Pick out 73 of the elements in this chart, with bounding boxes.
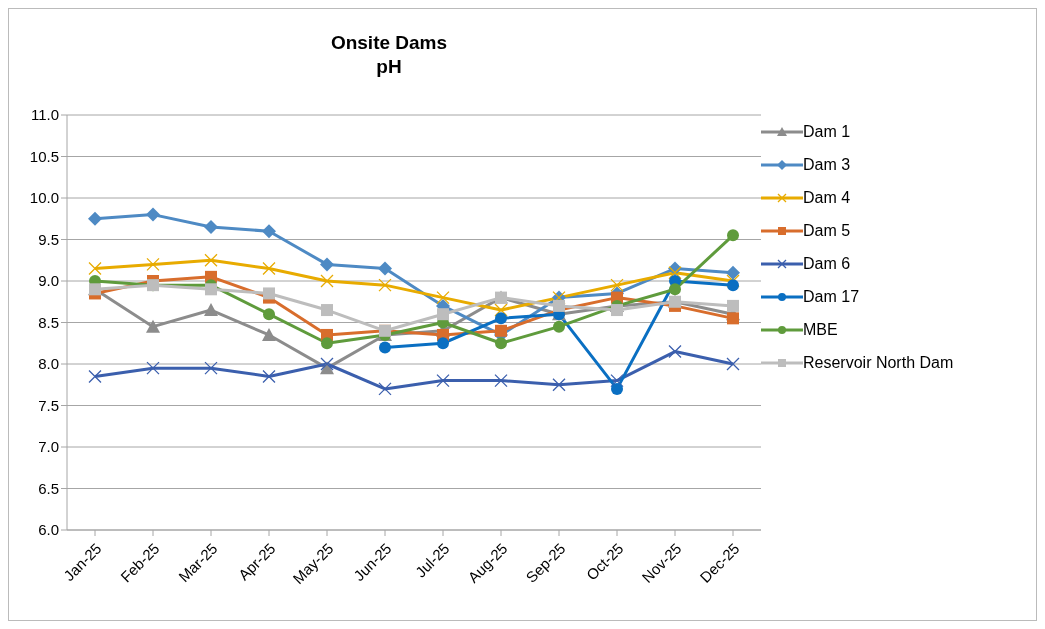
y-tick-label: 7.0 [38, 438, 59, 456]
point [263, 287, 275, 300]
point [146, 257, 160, 272]
y-tick-label: 11.0 [30, 106, 59, 124]
point [321, 304, 333, 317]
point [668, 266, 682, 280]
point [262, 327, 276, 341]
point [321, 337, 333, 350]
legend-label: Dam 17 [803, 287, 860, 306]
chart-subtitle: pH [375, 55, 403, 79]
y-tick-label: 8.5 [38, 313, 59, 331]
y-tick-label: 6.5 [38, 479, 59, 497]
point [495, 324, 507, 337]
point [262, 369, 276, 384]
point [320, 274, 334, 288]
legend-label: Dam 6 [803, 254, 851, 273]
point [495, 337, 507, 350]
point [611, 382, 623, 395]
chart-title: Onsite Dams [329, 31, 449, 55]
point [378, 278, 392, 292]
point [610, 373, 624, 388]
y-tick-label: 7.5 [38, 396, 59, 414]
point [88, 261, 102, 276]
point [727, 229, 739, 242]
point [727, 299, 739, 312]
point [668, 344, 682, 359]
legend-label: Dam 5 [803, 221, 851, 240]
legend-label: Dam 3 [803, 155, 851, 174]
point [610, 278, 624, 292]
point [436, 373, 450, 388]
point [146, 319, 160, 333]
point [494, 303, 508, 317]
point [204, 361, 218, 375]
point [88, 369, 102, 384]
legend-label: Dam 4 [803, 188, 851, 207]
point [553, 299, 565, 312]
point [437, 308, 449, 321]
point [726, 357, 740, 371]
point [378, 261, 392, 276]
point [379, 341, 391, 354]
legend-label: MBE [803, 320, 838, 339]
point [146, 361, 160, 375]
point [204, 303, 218, 317]
point [495, 312, 507, 325]
point [437, 337, 449, 350]
point [205, 283, 217, 296]
point [320, 257, 334, 272]
point [88, 211, 102, 226]
point [669, 283, 681, 296]
point [727, 279, 739, 292]
point [204, 220, 218, 235]
y-tick-label: 10.0 [29, 189, 59, 207]
point [262, 224, 276, 239]
point [320, 357, 334, 371]
y-tick-label: 9.5 [38, 230, 59, 248]
point [146, 207, 160, 222]
point [494, 373, 508, 388]
point [436, 290, 450, 305]
y-tick-label: 6.0 [38, 521, 59, 539]
point [611, 304, 623, 317]
point [204, 253, 218, 267]
point [378, 382, 392, 396]
point [727, 312, 739, 325]
point [263, 308, 275, 321]
y-tick-label: 10.5 [29, 147, 59, 165]
legend-label: Reservoir North Dam [803, 353, 954, 372]
point [262, 261, 276, 276]
point [726, 265, 740, 280]
legend-label: Dam 1 [803, 122, 851, 141]
point [553, 320, 565, 333]
point [552, 378, 566, 392]
y-tick-label: 8.0 [38, 355, 59, 373]
y-tick-label: 9.0 [38, 272, 59, 290]
